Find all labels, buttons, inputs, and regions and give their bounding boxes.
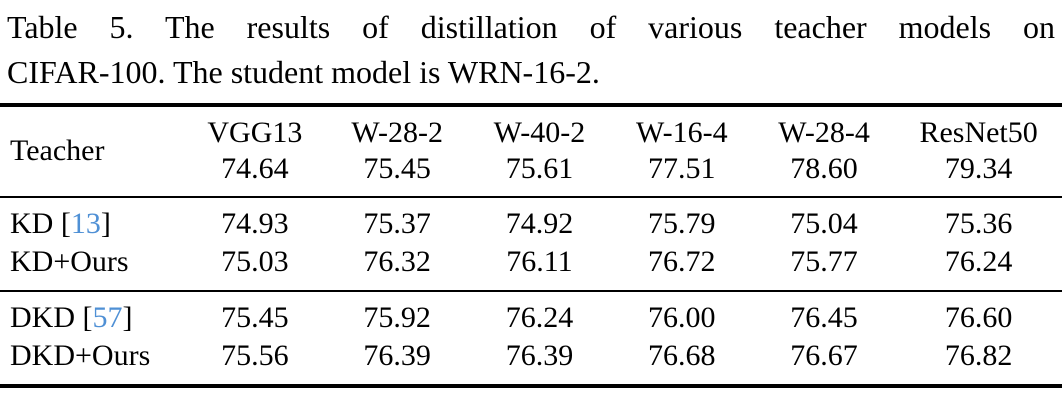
table-row-kd-ours: KD+Ours 75.03 76.32 76.11 76.72 75.77 76… — [0, 243, 1062, 291]
citation-bracket-close: ] — [100, 207, 111, 240]
cell: 76.24 — [944, 245, 1013, 278]
cell: 76.82 — [944, 339, 1013, 372]
citation-link-57[interactable]: 57 — [92, 301, 123, 334]
cell: 76.72 — [648, 245, 716, 278]
dkd-row-group: DKD [57] 75.45 75.92 76.24 76.00 76.45 7… — [0, 291, 1062, 386]
results-table: Teacher VGG13 74.64 W-28-2 75.45 W-40-2 … — [0, 103, 1062, 388]
header-row: Teacher VGG13 74.64 W-28-2 75.45 W-40-2 … — [0, 105, 1062, 197]
cell: 75.92 — [363, 301, 431, 334]
column-header-w-28-4: W-28-4 78.60 — [753, 105, 895, 197]
teacher-model-name: ResNet50 — [919, 116, 1038, 149]
cell: 74.92 — [505, 207, 574, 240]
table-row-dkd-ours: DKD+Ours 75.56 76.39 76.39 76.68 76.67 7… — [0, 337, 1062, 386]
teacher-model-name: W-28-2 — [351, 116, 443, 149]
method-name: DKD+Ours — [10, 339, 151, 372]
cell: 75.36 — [944, 207, 1013, 240]
teacher-accuracy: 74.64 — [221, 152, 289, 185]
cell: 75.79 — [648, 207, 716, 240]
table-header: Teacher VGG13 74.64 W-28-2 75.45 W-40-2 … — [0, 105, 1062, 197]
cell: 76.00 — [648, 301, 716, 334]
cell: 76.32 — [363, 245, 431, 278]
citation-bracket-open: [ — [53, 207, 71, 240]
cell: 76.68 — [648, 339, 716, 372]
teacher-model-name: VGG13 — [207, 116, 303, 149]
column-header-teacher: Teacher — [10, 134, 105, 167]
cell: 75.56 — [221, 339, 289, 372]
cell: 75.04 — [790, 207, 858, 240]
column-header-w-16-4: W-16-4 77.51 — [611, 105, 753, 197]
teacher-accuracy: 75.45 — [363, 152, 431, 185]
citation-bracket-close: ] — [122, 301, 133, 334]
teacher-accuracy: 78.60 — [790, 152, 858, 185]
teacher-model-name: W-16-4 — [635, 116, 728, 149]
cell: 76.45 — [790, 301, 858, 334]
column-header-vgg13: VGG13 74.64 — [184, 105, 326, 197]
teacher-model-name: W-28-4 — [778, 116, 870, 149]
row-label-dkd: DKD [57] — [0, 291, 184, 337]
cell: 76.60 — [944, 301, 1013, 334]
teacher-accuracy: 75.61 — [505, 152, 574, 185]
column-header-resnet50: ResNet50 79.34 — [895, 105, 1062, 197]
kd-row-group: KD [13] 74.93 75.37 74.92 75.79 75.04 75… — [0, 197, 1062, 291]
cell: 74.93 — [221, 207, 289, 240]
cell: 76.11 — [506, 245, 573, 278]
cell: 75.45 — [221, 301, 289, 334]
cell: 75.03 — [221, 245, 289, 278]
method-name: KD — [10, 207, 54, 240]
cell: 76.24 — [505, 301, 574, 334]
cell: 76.39 — [363, 339, 431, 372]
column-header-w-40-2: W-40-2 75.61 — [468, 105, 610, 197]
cell: 75.77 — [790, 245, 858, 278]
teacher-model-name: W-40-2 — [493, 116, 586, 149]
row-label-kd-ours: KD+Ours — [0, 243, 184, 291]
caption-line-1: Table 5. The results of distillation of … — [7, 5, 1055, 50]
caption-label: Table 5. — [7, 9, 134, 45]
method-name: DKD — [10, 301, 75, 334]
cell: 76.39 — [505, 339, 574, 372]
method-name: KD+Ours — [10, 245, 129, 278]
citation-bracket-open: [ — [75, 301, 93, 334]
row-label-kd: KD [13] — [0, 197, 184, 243]
column-header-w-28-2: W-28-2 75.45 — [326, 105, 468, 197]
table-row-dkd: DKD [57] 75.45 75.92 76.24 76.00 76.45 7… — [0, 291, 1062, 337]
teacher-accuracy: 77.51 — [648, 152, 716, 185]
cell: 76.67 — [790, 339, 858, 372]
table-caption: Table 5. The results of distillation of … — [0, 0, 1062, 95]
teacher-accuracy: 79.34 — [944, 152, 1013, 185]
citation-link-13[interactable]: 13 — [70, 207, 101, 240]
row-label-dkd-ours: DKD+Ours — [0, 337, 184, 386]
caption-line-2: CIFAR-100. The student model is WRN-16-2… — [7, 54, 600, 90]
table-row-kd: KD [13] 74.93 75.37 74.92 75.79 75.04 75… — [0, 197, 1062, 243]
caption-text-line1: The results of distillation of various t… — [164, 9, 1056, 45]
cell: 75.37 — [363, 207, 431, 240]
